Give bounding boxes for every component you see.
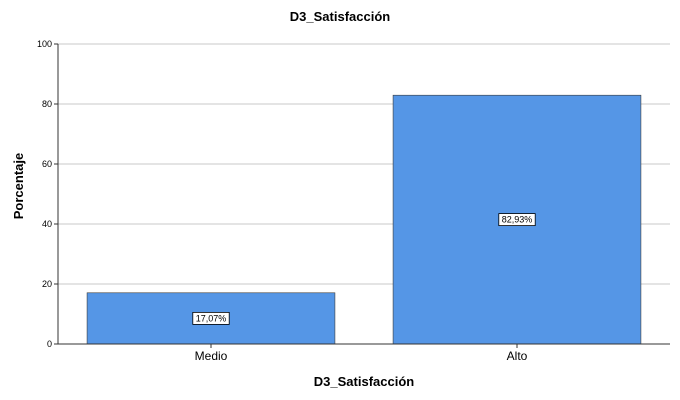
x-axis-title: D3_Satisfacción [314, 374, 414, 389]
y-tick-label: 0 [47, 339, 52, 349]
data-label-box [498, 213, 536, 227]
y-axis-title: Porcentaje [11, 153, 26, 219]
data-labels: 17,07% 82,93% [192, 213, 536, 325]
y-tick-label: 60 [42, 159, 52, 169]
x-tick-label: Medio [195, 349, 228, 363]
x-tick-label: Alto [507, 349, 528, 363]
y-ticks: 0 20 40 60 80 100 [37, 39, 58, 349]
y-tick-label: 20 [42, 279, 52, 289]
x-ticks: Medio Alto [195, 344, 528, 363]
bars [86, 94, 642, 345]
y-tick-label: 80 [42, 99, 52, 109]
y-tick-label: 40 [42, 219, 52, 229]
data-label-box [192, 311, 230, 325]
y-tick-label: 100 [37, 39, 52, 49]
data-label: 17,07% [196, 313, 227, 323]
data-label: 82,93% [502, 215, 533, 225]
chart-title: D3_Satisfacción [290, 9, 390, 24]
